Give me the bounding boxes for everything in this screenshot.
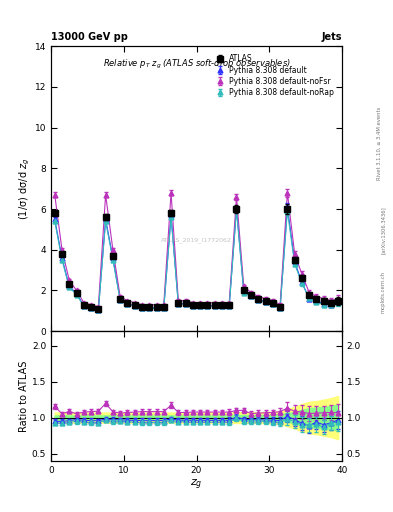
Text: ATLAS_2019_I1772062: ATLAS_2019_I1772062 xyxy=(161,237,232,243)
Text: 13000 GeV pp: 13000 GeV pp xyxy=(51,32,128,42)
Legend: ATLAS, Pythia 8.308 default, Pythia 8.308 default-noFsr, Pythia 8.308 default-no: ATLAS, Pythia 8.308 default, Pythia 8.30… xyxy=(213,53,335,99)
X-axis label: $z_g$: $z_g$ xyxy=(190,477,203,492)
Text: Relative $p_T$ $z_g$ (ATLAS soft-drop observables): Relative $p_T$ $z_g$ (ATLAS soft-drop ob… xyxy=(103,57,290,71)
Text: mcplots.cern.ch: mcplots.cern.ch xyxy=(381,271,386,313)
Y-axis label: Ratio to ATLAS: Ratio to ATLAS xyxy=(19,360,29,432)
Text: Jets: Jets xyxy=(321,32,342,42)
Text: Rivet 3.1.10, ≥ 3.4M events: Rivet 3.1.10, ≥ 3.4M events xyxy=(377,106,382,180)
Y-axis label: (1/σ) dσ/d $z_g$: (1/σ) dσ/d $z_g$ xyxy=(18,157,32,220)
Text: [arXiv:1306.3436]: [arXiv:1306.3436] xyxy=(381,206,386,254)
